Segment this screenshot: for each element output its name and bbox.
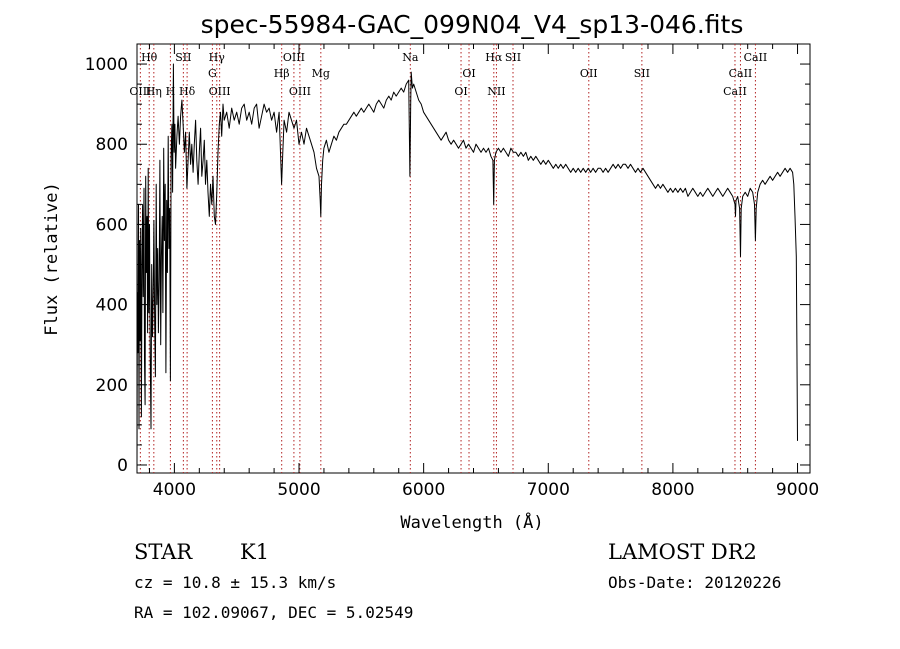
- redshift-readout: cz = 10.8 ± 15.3 km/s: [134, 573, 336, 592]
- line-marker-label-19: OII: [580, 67, 598, 80]
- line-marker-label-13: Na: [402, 51, 419, 64]
- y-axis-label: Flux (relative): [42, 182, 62, 336]
- line-marker-label-12: Mg: [312, 67, 330, 80]
- obs-date: Obs-Date: 20120226: [608, 573, 781, 592]
- y-tick-label-3: 600: [96, 215, 128, 235]
- line-marker-label-16: Hα: [485, 51, 503, 64]
- line-marker-label-17: NII: [487, 85, 505, 98]
- chart-title: spec-55984-GAC_099N04_V4_sp13-046.fits: [201, 10, 744, 39]
- x-tick-label-3: 7000: [527, 480, 570, 500]
- line-marker-label-9: Hβ: [274, 67, 290, 80]
- line-marker-label-18: SII: [505, 51, 521, 64]
- x-tick-label-1: 5000: [277, 480, 320, 500]
- y-tick-label-5: 1000: [85, 55, 128, 75]
- line-marker-label-0: OIII: [129, 85, 151, 98]
- y-tick-label-1: 200: [96, 376, 128, 396]
- line-marker-label-1: Hθ: [141, 51, 158, 64]
- line-marker-label-15: OI: [462, 67, 475, 80]
- y-tick-label-2: 400: [96, 296, 128, 316]
- line-marker-label-11: OIII: [289, 85, 311, 98]
- line-marker-label-8: OIII: [209, 85, 231, 98]
- line-marker-label-5: Hδ: [179, 85, 196, 98]
- survey-name: LAMOST DR2: [608, 540, 757, 564]
- y-tick-label-4: 800: [96, 135, 128, 155]
- plot-frame: [136, 43, 811, 474]
- line-marker-label-3: H: [166, 85, 176, 98]
- object-subclass: K1: [240, 540, 269, 564]
- x-tick-label-5: 9000: [776, 480, 819, 500]
- line-marker-label-10: OIII: [283, 51, 305, 64]
- line-marker-label-22: CaII: [729, 67, 753, 80]
- line-marker-label-2: Hη: [146, 85, 162, 98]
- x-tick-label-2: 6000: [402, 480, 445, 500]
- object-type: STAR: [134, 540, 193, 564]
- spectrum-line-0: [136, 63, 798, 466]
- line-marker-label-20: SII: [634, 67, 650, 80]
- spectrum-series: [136, 63, 798, 466]
- line-marker-label-21: CaII: [723, 85, 747, 98]
- coordinates-readout: RA = 102.09067, DEC = 5.02549: [134, 603, 413, 622]
- line-marker-label-14: OI: [454, 85, 467, 98]
- y-tick-label-0: 0: [117, 456, 128, 476]
- x-ticks: 4000 5000 6000 7000 8000 9000: [148, 44, 819, 500]
- line-marker-label-6: Hγ: [209, 51, 226, 64]
- y-ticks: 0 200 400 600 800 1000: [85, 55, 810, 476]
- line-marker-label-23: CaII: [744, 51, 768, 64]
- line-marker-label-7: G: [208, 67, 217, 80]
- x-axis-label: Wavelength (Å): [400, 511, 543, 533]
- line-marker-label-4: SII: [175, 51, 191, 64]
- x-tick-label-4: 8000: [651, 480, 694, 500]
- x-tick-label-0: 4000: [153, 480, 196, 500]
